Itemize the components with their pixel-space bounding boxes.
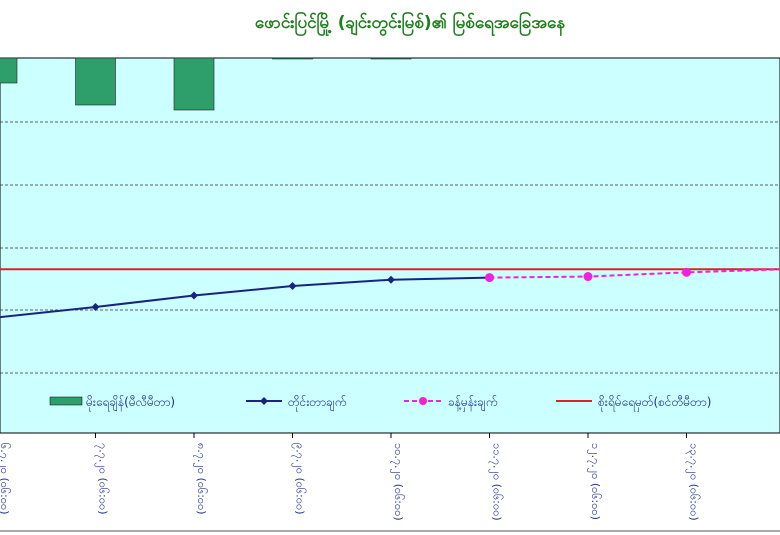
legend: မိုးရေချိန်(မီလီမီတာ) တိုင်းတာချက် ခန့်မ… — [49, 394, 711, 412]
legend-forecast-label: ခန့်မှန်းချက် — [448, 394, 497, 412]
legend-rainfall-swatch — [49, 396, 83, 406]
x-tick-label: ၉.၇.၂၀ (၀၆:၀၀) — [292, 443, 307, 515]
rainfall-bar — [173, 57, 215, 111]
observed-point — [91, 303, 100, 311]
x-axis: ၆.၇.၂၀ (၀၆:၀၀) ၇.၇.၂၀ (၀၆:၀၀) ၈.၇.၂၀ (၀၆:၀… — [0, 433, 701, 521]
gridlines — [0, 121, 780, 374]
x-tick-label: ၁၃.၇.၂၀ (၀၆:၀၀) — [686, 443, 701, 521]
observed-point — [0, 316, 1, 319]
rainfall-bars — [0, 57, 412, 111]
x-tick-label: ၁၁.၇.၂၀ (၀၆:၀၀) — [489, 443, 504, 521]
plot-area — [0, 57, 780, 434]
rainfall-bar — [0, 57, 18, 84]
x-tick-label: ၁၂.၇.၂၀ (၀၆:၀၀) — [587, 443, 602, 520]
legend-observed-marker — [260, 397, 268, 405]
observed-point — [288, 282, 297, 290]
observed-line — [0, 276, 490, 319]
forecast-point — [583, 272, 593, 282]
rainfall-bar — [75, 57, 116, 106]
x-tick-label: ၆.၇.၂၀ (၀၆:၀၀) — [0, 443, 11, 515]
legend-rainfall-label: မိုးရေချိန်(မီလီမီတာ) — [86, 394, 175, 412]
rainfall-bar — [272, 57, 313, 60]
series-lines — [0, 267, 780, 319]
observed-point — [190, 291, 198, 300]
legend-forecast-marker — [419, 397, 427, 405]
forecast-point — [485, 273, 494, 283]
observed-point — [387, 275, 395, 284]
rainfall-bar — [370, 57, 412, 60]
x-tick-label: ၁၀.၇.၂၀ (၀၆:၀၀) — [390, 443, 405, 521]
forecast-line — [489, 268, 780, 279]
chart-title: ဖောင်းပြင်မြို့ (ချင်းတွင်းမြစ်)၏ မြစ်ရေ… — [255, 10, 565, 37]
x-tick-label: ၇.၇.၂၀ (၀၆:၀၀) — [95, 443, 110, 515]
legend-warning-label: စိုးရိမ်ရေမှတ်(စင်တီမီတာ) — [598, 394, 711, 412]
x-tick-label: ၈.၇.၂၀ (၀၆:၀၀) — [193, 443, 208, 515]
legend-observed-label: တိုင်းတာချက် — [288, 394, 346, 412]
forecast-point — [682, 267, 691, 277]
